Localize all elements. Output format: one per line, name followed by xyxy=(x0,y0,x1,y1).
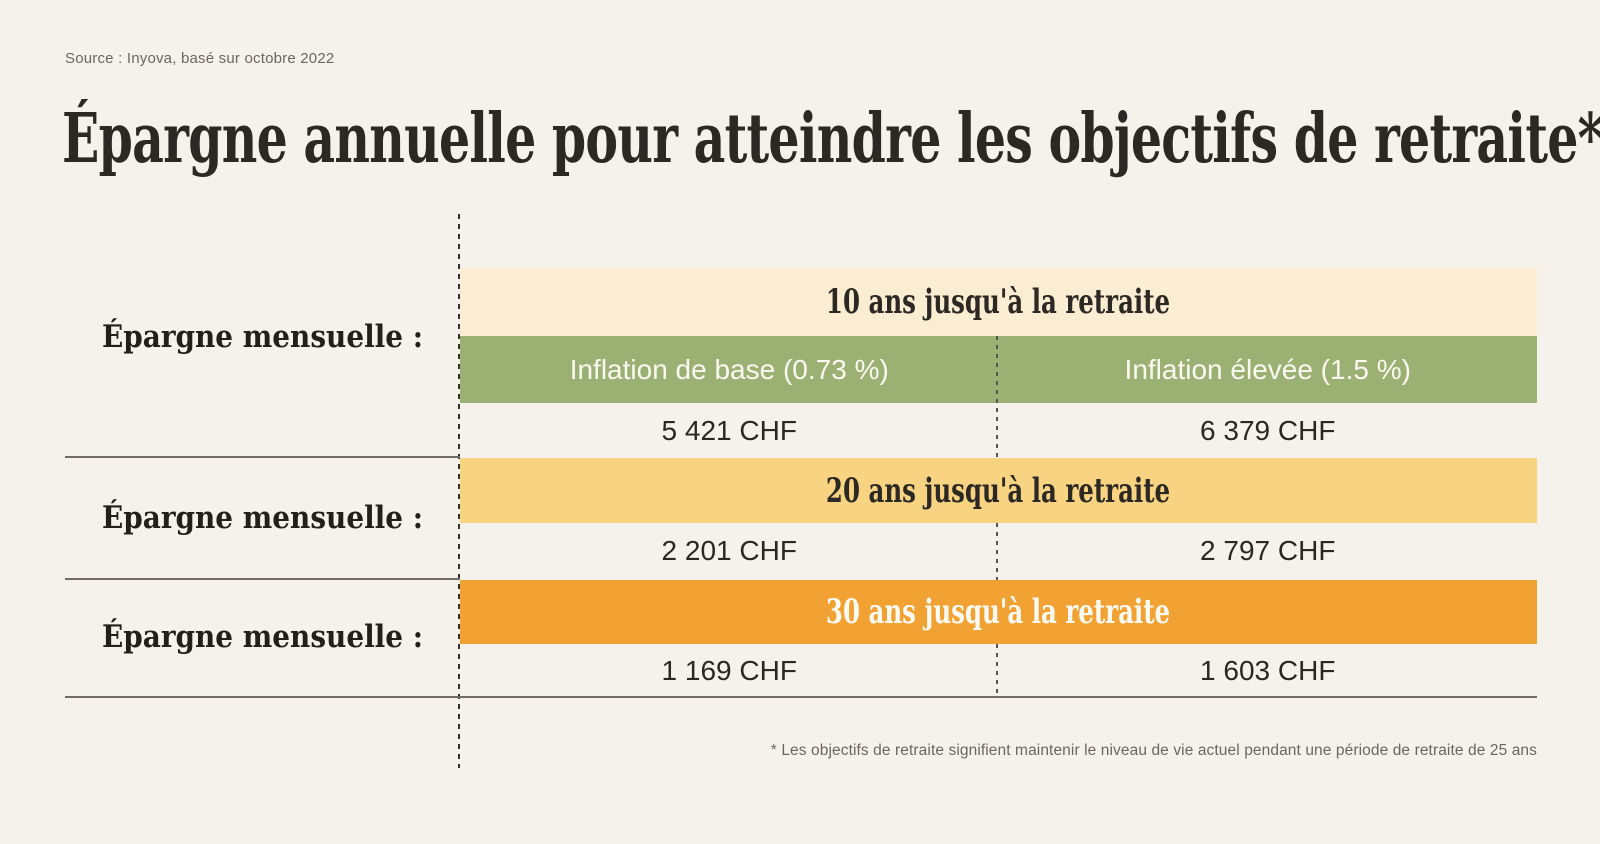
row-divider-1 xyxy=(65,456,460,458)
value-20y-base: 2 201 CHF xyxy=(661,535,797,566)
values-row-30y: 1 169 CHF 1 603 CHF xyxy=(460,644,1537,697)
column-dashed-divider-segment-1 xyxy=(996,336,998,458)
footnote: * Les objectifs de retraite signifient m… xyxy=(770,742,1537,759)
source-note: Source : Inyova, basé sur octobre 2022 xyxy=(65,50,335,67)
period-banner-20y: 20 ans jusqu'à la retraite xyxy=(460,458,1537,523)
table-bottom-divider xyxy=(65,696,1537,698)
vertical-dotted-divider xyxy=(458,214,460,768)
period-label-10y: 10 ans jusqu'à la retraite xyxy=(826,282,1171,322)
value-30y-base: 1 169 CHF xyxy=(661,654,797,686)
value-10y-high: 6 379 CHF xyxy=(1200,414,1336,446)
column-header-high-inflation: Inflation élevée (1.5 %) xyxy=(1124,353,1411,385)
value-30y-high: 1 603 CHF xyxy=(1200,654,1336,686)
period-banner-30y: 30 ans jusqu'à la retraite xyxy=(460,580,1537,644)
period-label-20y: 20 ans jusqu'à la retraite xyxy=(826,470,1171,511)
row-label-monthly-savings-1: Épargne mensuelle : xyxy=(101,319,424,355)
value-10y-base: 5 421 CHF xyxy=(661,414,797,446)
column-dashed-divider-segment-3 xyxy=(996,644,998,697)
values-row-20y: 2 201 CHF 2 797 CHF xyxy=(460,523,1537,579)
period-banner-10y: 10 ans jusqu'à la retraite xyxy=(460,268,1537,336)
value-20y-high: 2 797 CHF xyxy=(1200,535,1336,566)
period-label-30y: 30 ans jusqu'à la retraite xyxy=(826,592,1171,632)
row-label-monthly-savings-3: Épargne mensuelle : xyxy=(101,619,424,655)
column-dashed-divider-segment-2 xyxy=(996,523,998,580)
page-title: Épargne annuelle pour atteindre les obje… xyxy=(62,99,1600,179)
column-header-base-inflation: Inflation de base (0.73 %) xyxy=(569,353,889,385)
row-label-monthly-savings-2: Épargne mensuelle : xyxy=(101,500,424,536)
row-divider-2 xyxy=(65,578,460,580)
values-row-10y: 5 421 CHF 6 379 CHF xyxy=(460,403,1537,458)
inflation-header-row: Inflation de base (0.73 %) Inflation éle… xyxy=(460,336,1537,403)
